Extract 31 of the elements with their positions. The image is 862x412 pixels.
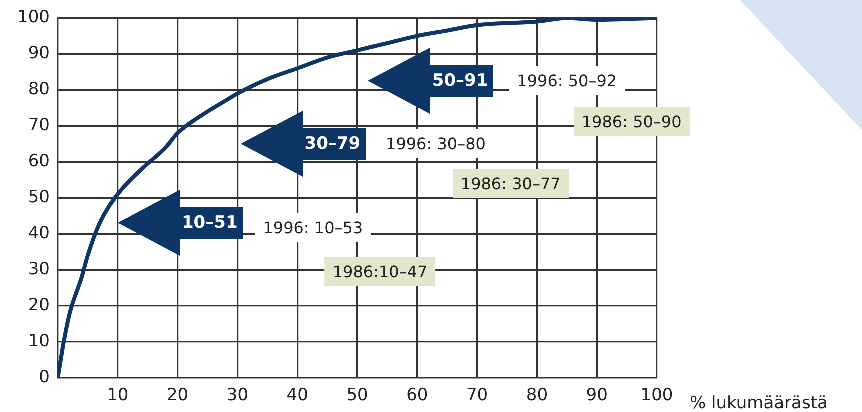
x-tick-label: 100	[640, 386, 674, 406]
y-tick-label: 70	[28, 116, 50, 136]
annotation: 10–51	[182, 213, 238, 234]
x-tick-label: 10	[107, 386, 129, 406]
annotation: 30–79	[304, 134, 361, 154]
y-tick-label: 50	[28, 188, 50, 208]
y-tick-label: 40	[28, 224, 50, 244]
x-tick-label: 60	[406, 386, 428, 406]
y-tick-label: 90	[28, 44, 50, 64]
annotation: 1996: 10–53	[255, 213, 372, 242]
y-tick-label: 100	[18, 8, 50, 28]
x-tick-label: 80	[526, 386, 548, 406]
annotation: 50–91	[432, 71, 488, 92]
y-tick-label: 30	[28, 259, 50, 280]
x-tick-label: 20	[166, 386, 189, 406]
annotation: 1986: 30–77	[452, 169, 569, 198]
y-tick-label: 60	[28, 152, 50, 172]
x-tick-label: 30	[226, 386, 249, 406]
annotation: 1996: 50–92	[509, 66, 626, 96]
x-tick-label: 90	[586, 386, 608, 406]
y-tick-label: 0	[39, 367, 50, 388]
annotation: 1986:10–47	[324, 258, 436, 287]
x-tick-label: 70	[466, 386, 488, 406]
y-tick-label: 20	[28, 295, 50, 316]
y-tick-label: 80	[28, 80, 50, 100]
x-tick-label: 50	[346, 386, 368, 406]
x-axis-title: % lukumäärästä	[690, 393, 828, 412]
y-tick-label: 10	[28, 331, 50, 352]
annotation: 1986: 50–90	[574, 107, 690, 136]
x-tick-label: 40	[286, 386, 308, 406]
annotation: 1996: 30–80	[378, 129, 494, 158]
